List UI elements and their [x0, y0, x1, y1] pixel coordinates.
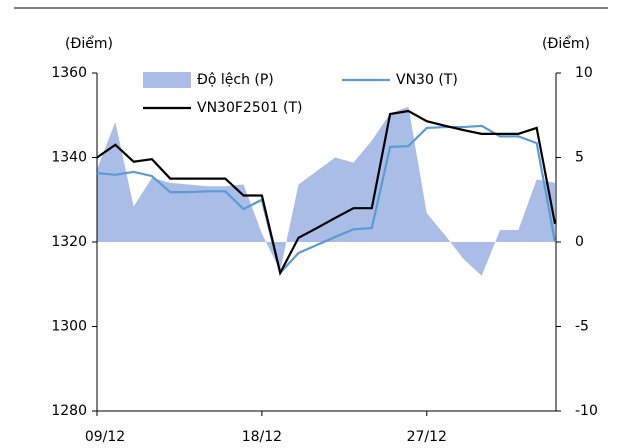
y2-axis-label: (Điểm) — [542, 35, 590, 52]
y-tick-label: 1340 — [51, 150, 87, 166]
area — [97, 106, 555, 276]
x-tick-label: 27/12 — [407, 429, 447, 445]
legend-label: Độ lệch (P) — [197, 72, 274, 88]
legend-label: VN30 (T) — [396, 72, 458, 88]
y-axis-label: (Điểm) — [65, 35, 113, 52]
y2-tick-label: -5 — [575, 319, 589, 335]
line — [96, 124, 557, 276]
y-tick-label: 1300 — [51, 319, 87, 335]
y-tick-label: 1320 — [51, 234, 87, 250]
y2-tick-label: 0 — [575, 234, 584, 250]
y2-tick-label: 5 — [575, 150, 584, 166]
line — [96, 109, 557, 276]
legend-label: VN30F2501 (T) — [197, 100, 302, 116]
y-tick-label: 1280 — [51, 403, 87, 419]
x-tick-label: 18/12 — [242, 429, 282, 445]
y2-tick-label: 10 — [575, 65, 593, 81]
x-tick-label: 09/12 — [85, 429, 125, 445]
legend-swatch — [143, 72, 191, 88]
y2-tick-label: -10 — [575, 403, 598, 419]
y-tick-label: 1360 — [51, 65, 87, 81]
